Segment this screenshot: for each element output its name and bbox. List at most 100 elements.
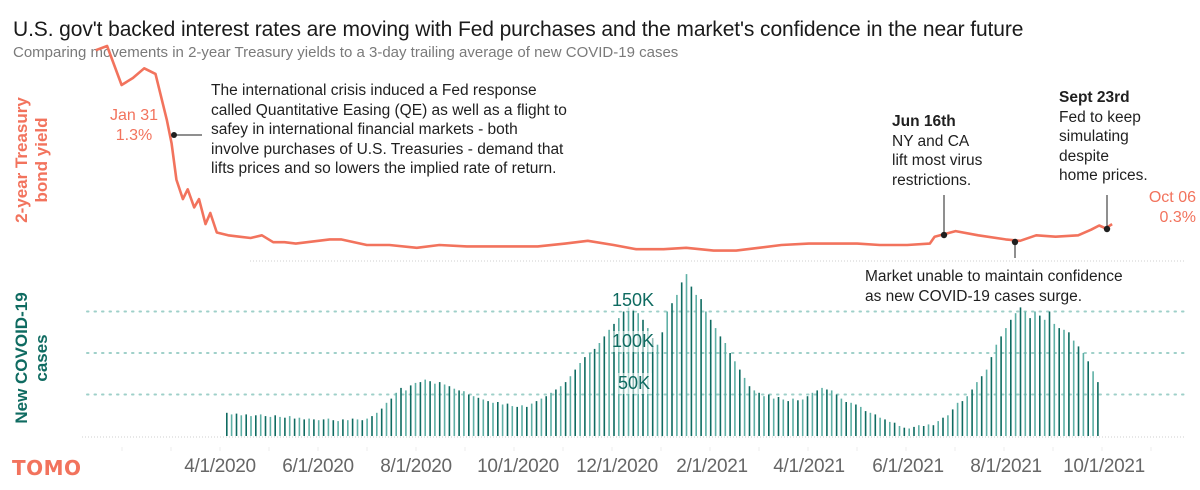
- case-bar: [782, 399, 785, 436]
- case-bar: [661, 332, 664, 437]
- case-bar: [535, 401, 538, 436]
- case-bar: [293, 418, 296, 436]
- xtick-label: 6/1/2020: [282, 456, 354, 477]
- case-bar: [947, 415, 949, 437]
- yield-line-layer: [95, 44, 1113, 252]
- case-bar: [434, 383, 436, 436]
- case-bar: [385, 402, 388, 436]
- case-bar: [739, 369, 741, 436]
- case-bar: [743, 377, 746, 436]
- case-bar: [864, 411, 867, 436]
- case-bar: [700, 299, 702, 436]
- case-bar: [850, 402, 852, 436]
- case-bar: [1024, 311, 1027, 436]
- case-bar: [351, 418, 354, 436]
- case-bar: [380, 408, 383, 436]
- case-bar: [753, 390, 756, 436]
- case-bar: [269, 416, 272, 436]
- sep23-heading: Sept 23rd: [1059, 89, 1130, 106]
- case-bar: [511, 406, 514, 436]
- case-bar: [826, 389, 828, 436]
- case-bar: [579, 363, 581, 436]
- end-label: Oct 06 0.3%: [1130, 188, 1196, 227]
- case-bar: [787, 401, 789, 436]
- case-bar: [685, 274, 688, 436]
- case-bar: [1063, 329, 1065, 436]
- case-bar: [777, 397, 780, 436]
- case-bar: [235, 413, 238, 436]
- case-bar: [666, 311, 668, 436]
- case-bar: [424, 379, 426, 436]
- case-bar: [922, 426, 925, 436]
- start-label-date: Jan 31: [109, 107, 159, 124]
- jun16-heading: Jun 16th: [892, 113, 956, 130]
- case-bar: [797, 400, 799, 436]
- case-bar: [874, 414, 877, 436]
- case-bar: [966, 396, 968, 436]
- case-bar: [840, 398, 843, 436]
- case-bar: [458, 390, 460, 436]
- case-bar: [497, 402, 499, 436]
- qe-marker-dot: [171, 132, 177, 138]
- case-bar: [951, 409, 954, 436]
- start-label: Jan 31 1.3%: [104, 106, 164, 145]
- case-bar: [395, 392, 397, 436]
- case-bar: [274, 415, 276, 437]
- sep23-line: simulating: [1059, 128, 1129, 145]
- jun16-line: NY and CA: [892, 132, 970, 150]
- case-bar: [245, 414, 247, 436]
- case-bar: [855, 404, 857, 436]
- case-bar: [603, 336, 606, 436]
- case-bar: [390, 398, 393, 436]
- case-bar: [705, 311, 707, 436]
- case-bar: [530, 403, 533, 436]
- case-bar: [288, 416, 291, 436]
- case-bar: [627, 307, 630, 436]
- qe-line: called Quantitative Easing (QE) as well …: [211, 101, 567, 119]
- case-bar: [976, 382, 978, 436]
- case-bar: [405, 390, 407, 436]
- case-bar: [506, 403, 509, 436]
- case-bar: [501, 404, 504, 436]
- case-bar: [337, 421, 339, 436]
- case-bar: [308, 418, 310, 436]
- case-bar: [801, 399, 804, 436]
- case-bar: [1058, 328, 1060, 436]
- case-bar: [448, 386, 451, 436]
- case-bar: [453, 388, 456, 436]
- case-bar: [487, 401, 489, 436]
- case-bar: [574, 369, 576, 436]
- case-bar: [569, 376, 572, 436]
- case-bar: [1053, 323, 1056, 436]
- case-bar: [366, 418, 368, 436]
- case-bar: [990, 357, 993, 436]
- cases-axis-label-line2: cases: [32, 334, 51, 382]
- xtick-label: 4/1/2020: [184, 456, 256, 477]
- case-bar: [758, 392, 760, 436]
- case-bar: [376, 412, 378, 436]
- qe-line: lifts prices and so lowers the implied r…: [211, 160, 557, 177]
- case-bar: [903, 427, 906, 436]
- case-bar: [651, 338, 654, 436]
- case-bar: [956, 402, 959, 436]
- case-bar: [671, 303, 673, 436]
- case-bar: [1019, 307, 1022, 436]
- case-bar: [298, 417, 301, 436]
- case-bar: [1043, 319, 1046, 436]
- case-bar: [593, 348, 596, 436]
- case-bar: [1072, 340, 1075, 436]
- jun16-line: lift most virus: [892, 152, 983, 169]
- case-bar: [792, 398, 794, 436]
- case-bar: [1087, 361, 1089, 436]
- case-bar: [734, 361, 736, 436]
- case-bar: [995, 344, 998, 436]
- sep23-line: Fed to keep: [1059, 108, 1141, 126]
- yield-axis-label-line2: bond yield: [32, 117, 51, 203]
- ytick-label-100k: 100K: [610, 331, 657, 352]
- x-axis-ticks: [121, 447, 1152, 451]
- case-bar: [555, 389, 557, 436]
- qe-line: involve purchases of U.S. Treasuries - d…: [211, 140, 564, 158]
- jun16-line: restrictions.: [892, 171, 972, 189]
- case-bar: [748, 386, 751, 436]
- case-bar: [521, 405, 523, 436]
